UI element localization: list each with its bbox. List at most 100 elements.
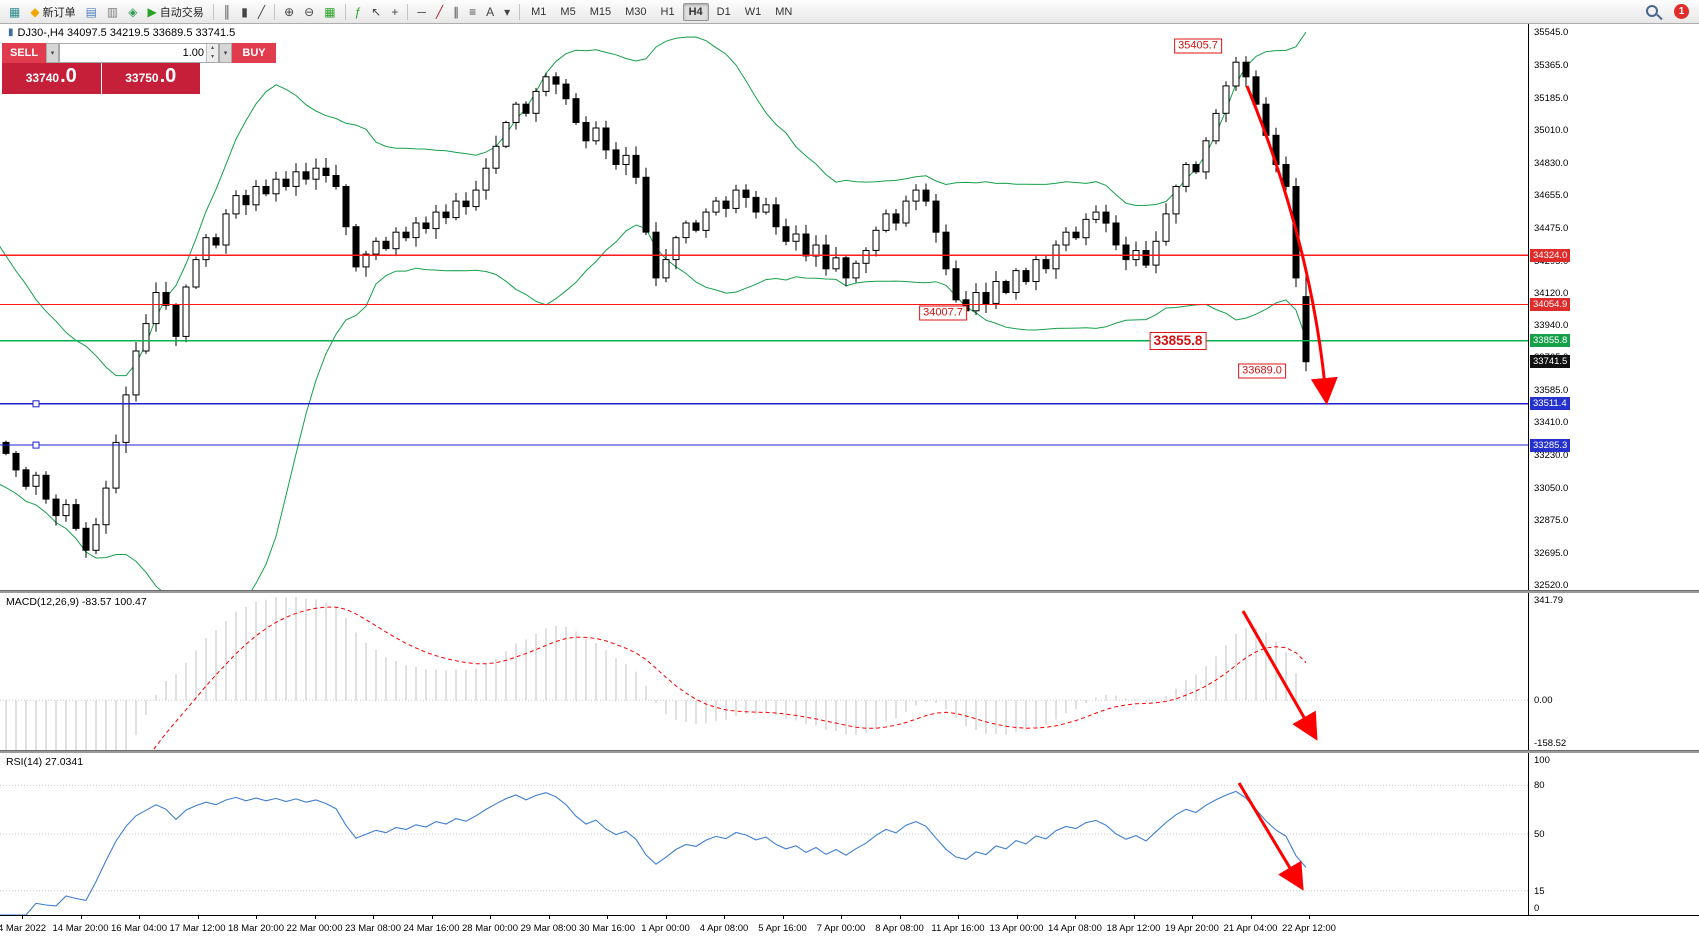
volume-up-button[interactable]: ▴	[207, 44, 218, 53]
price-axis-label: 35010.0	[1534, 124, 1569, 136]
time-axis-label: 19 Apr 20:00	[1165, 923, 1219, 934]
panel-splitter-1[interactable]	[0, 590, 1699, 593]
time-axis[interactable]: 4 Mar 2022 14 Mar 20:00 16 Mar 04:00 17 Mar…	[0, 915, 1699, 941]
macd-axis[interactable]: 341.79 0.00 -158.52	[1528, 593, 1699, 750]
timeframe-m1-button[interactable]: M1	[531, 5, 547, 18]
buy-price[interactable]: 33750 .0	[101, 63, 200, 94]
main-chart-canvas[interactable]	[0, 24, 1528, 590]
bar-chart-icon: ║	[222, 4, 232, 19]
arrows-tool-icon[interactable]: ▾	[499, 3, 515, 21]
price-axis-label: 35365.0	[1534, 59, 1569, 71]
timeframe-w1-button[interactable]: W1	[744, 5, 762, 18]
time-axis-label: 16 Mar 04:00	[111, 923, 167, 934]
volume-field: ▴ ▾	[59, 43, 219, 63]
cursor-icon[interactable]: ↖	[366, 3, 386, 21]
rsi-canvas[interactable]	[0, 753, 1528, 915]
volume-spinner: ▴ ▾	[206, 44, 218, 62]
chart-window-icon: ▤	[85, 4, 97, 19]
rsi-downtrend-arrow	[1237, 782, 1304, 891]
price-axis-label: 34475.0	[1534, 222, 1569, 234]
timeframe-d1-button[interactable]: D1	[716, 5, 731, 18]
buy-price-frac: .0	[159, 65, 177, 87]
time-axis-label: 28 Mar 00:00	[462, 923, 518, 934]
time-tick	[314, 916, 316, 919]
rsi-axis-label: 50	[1534, 829, 1545, 840]
notification-badge[interactable]: 1	[1674, 4, 1689, 19]
time-tick	[782, 916, 784, 919]
profiles-icon[interactable]: ▥	[102, 3, 123, 21]
autotrading-button-label: 自动交易	[159, 6, 204, 19]
macd-downtrend-arrow	[1241, 610, 1318, 741]
time-tick	[373, 916, 374, 919]
time-axis-label: 1 Apr 00:00	[641, 923, 690, 934]
sell-button[interactable]: SELL	[2, 43, 46, 63]
rsi-axis-label: 80	[1534, 780, 1545, 792]
timeframe-h4-button[interactable]: H4	[682, 2, 709, 21]
timeframe-m30-button[interactable]: M30	[625, 5, 647, 18]
macd-axis-label: 341.79	[1534, 595, 1564, 606]
macd-canvas[interactable]	[0, 593, 1528, 750]
time-tick	[1250, 916, 1252, 919]
bollinger-upper-band	[0, 31, 1307, 377]
price-axis-label: 33585.0	[1534, 385, 1569, 397]
volume-down-button[interactable]: ▾	[207, 53, 218, 62]
price-axis-label: 35185.0	[1534, 92, 1569, 104]
time-tick	[548, 916, 550, 919]
time-tick	[607, 916, 608, 919]
time-axis-label: 13 Apr 00:00	[989, 923, 1044, 934]
chart-icon: ▮	[8, 27, 14, 38]
horizontal-line-icon[interactable]: ─	[412, 3, 431, 21]
buy-button[interactable]: BUY	[232, 43, 276, 63]
panel-splitter-2[interactable]	[0, 750, 1699, 753]
indicators-icon[interactable]: ƒ	[350, 3, 367, 21]
refresh-icon[interactable]: ◈	[123, 3, 142, 21]
volume-input[interactable]	[60, 44, 206, 62]
app-icon[interactable]: ▦	[4, 3, 25, 21]
crosshair-icon[interactable]: +	[386, 3, 403, 21]
price-axis-label: 33940.0	[1534, 320, 1569, 332]
price-axis-label: 32695.0	[1534, 548, 1569, 559]
time-tick	[1309, 916, 1310, 919]
time-tick	[80, 916, 82, 919]
time-axis-label: 21 Apr 04:00	[1223, 923, 1278, 934]
sell-price[interactable]: 33740 .0	[2, 63, 101, 94]
timeframe-h1-button[interactable]: H1	[660, 5, 675, 18]
line-chart-icon: ╱	[257, 4, 266, 19]
zoom-out-icon: ⊖	[304, 4, 315, 19]
channel-icon[interactable]: ∥	[448, 3, 464, 21]
timeframe-m5-button[interactable]: M5	[560, 5, 576, 18]
buy-dropdown-button[interactable]: ▾	[219, 43, 232, 63]
time-tick	[1075, 916, 1076, 919]
downtrend-arrow	[1245, 85, 1338, 405]
zoom-in-icon[interactable]: ⊕	[279, 3, 299, 21]
time-axis-label: 11 Apr 16:00	[931, 923, 985, 934]
new-order-button[interactable]: ◆ 新订单	[25, 1, 80, 23]
trendline-icon[interactable]: ╱	[431, 3, 448, 21]
text-label-icon[interactable]: A	[481, 3, 499, 21]
time-axis-label: 4 Apr 08:00	[699, 923, 749, 934]
timeframe-toolbar: M1 M5 M15 M30 H1 H4 D1 W1 MN	[524, 2, 799, 21]
line-chart-icon[interactable]: ╱	[253, 3, 270, 21]
tile-windows-icon[interactable]: ▦	[319, 3, 340, 21]
axis-price-badge: 33511.4	[1530, 397, 1570, 411]
rsi-axis[interactable]: 100 80 50 15 0	[1528, 753, 1699, 915]
chart-window-icon[interactable]: ▤	[81, 3, 102, 21]
sell-dropdown-button[interactable]: ▾	[46, 43, 59, 63]
candlestick-chart-icon[interactable]: ▮	[236, 3, 253, 21]
time-tick	[958, 916, 959, 919]
zoom-out-icon[interactable]: ⊖	[299, 3, 319, 21]
time-tick	[1192, 916, 1193, 919]
price-axis-label: 35545.0	[1534, 27, 1569, 38]
price-axis[interactable]: 35545.0 35365.0 35185.0 35010.0 34830.0 34655…	[1528, 24, 1699, 591]
autotrading-button[interactable]: ▶ 自动交易	[143, 1, 209, 23]
timeframe-m15-button[interactable]: M15	[589, 5, 612, 18]
timeframe-mn-button[interactable]: MN	[775, 5, 793, 18]
time-tick	[1133, 916, 1135, 919]
price-axis-label: 33230.0	[1534, 450, 1569, 462]
time-axis-label: 7 Apr 00:00	[816, 923, 866, 934]
search-icon[interactable]	[1644, 3, 1663, 21]
fibonacci-icon[interactable]: ≡	[464, 3, 481, 21]
price-axis-label: 34655.0	[1534, 189, 1569, 201]
bar-chart-icon[interactable]: ║	[218, 3, 237, 21]
macd-signal-line	[152, 606, 1307, 750]
